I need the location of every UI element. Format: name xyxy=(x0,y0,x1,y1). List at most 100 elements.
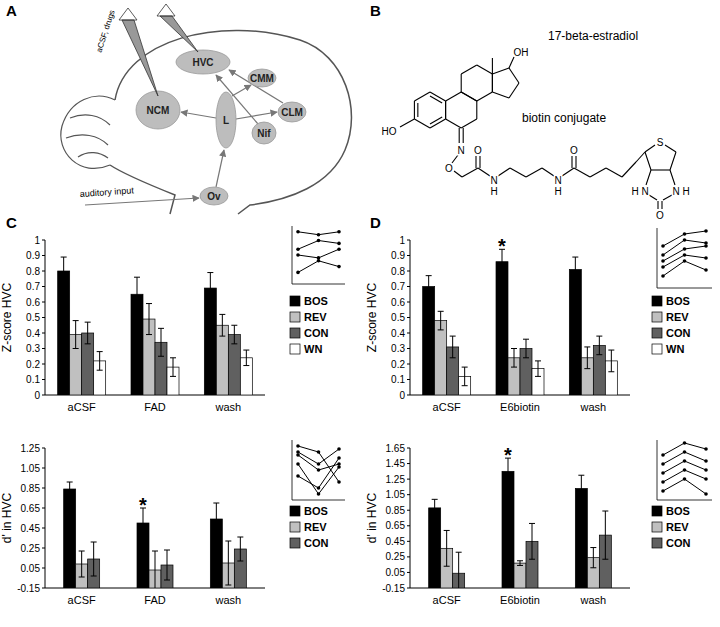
y-tick-label: 0.8 xyxy=(391,266,405,277)
series-point xyxy=(661,480,665,484)
y-tick xyxy=(407,494,410,495)
series-point xyxy=(704,268,708,272)
error-bar xyxy=(73,321,79,349)
inset-line-chart xyxy=(292,226,345,284)
bond xyxy=(645,145,655,152)
error-bar xyxy=(213,503,219,535)
series-line xyxy=(298,458,339,488)
series-line xyxy=(298,449,339,464)
bond xyxy=(430,117,442,124)
x-axis xyxy=(657,500,712,501)
series-point xyxy=(683,477,687,481)
atom-label: N xyxy=(641,186,648,197)
atom-label: H xyxy=(554,186,561,197)
series-point xyxy=(704,492,708,496)
bond xyxy=(606,168,622,177)
y-tick-label: -0.15 xyxy=(17,583,40,594)
atom-label: H xyxy=(682,186,689,197)
plot-area xyxy=(296,444,341,496)
y-tick xyxy=(407,479,410,480)
legend-swatch xyxy=(290,328,300,338)
series-point xyxy=(683,259,687,263)
bond xyxy=(475,156,476,168)
legend-label: BOS xyxy=(666,295,690,307)
y-tick-label: 0.3 xyxy=(26,343,40,354)
legend-swatch xyxy=(652,312,662,322)
atom-label: O xyxy=(474,145,482,156)
legend-label: REV xyxy=(666,311,689,323)
y-tick xyxy=(407,364,410,365)
error-bar xyxy=(584,347,590,369)
error-bar xyxy=(602,511,608,559)
bond xyxy=(445,101,446,119)
series-point xyxy=(704,459,708,463)
y-tick xyxy=(42,548,45,549)
atom-label: O xyxy=(656,210,664,221)
x-tick-label: wash xyxy=(214,401,241,413)
bond xyxy=(492,74,493,92)
bond xyxy=(562,168,574,176)
bond xyxy=(454,171,462,177)
error-bar xyxy=(523,339,529,358)
error-bar xyxy=(590,548,596,568)
series-point xyxy=(296,230,300,234)
error-bar xyxy=(61,257,67,285)
panel-label: D xyxy=(370,214,381,231)
electrode-cap xyxy=(157,4,175,16)
series-line xyxy=(663,261,706,276)
pathway-arrow xyxy=(232,85,251,96)
y-tick xyxy=(407,395,410,396)
bar xyxy=(64,489,76,588)
significance-mark: * xyxy=(498,235,506,257)
series-point xyxy=(704,256,708,260)
series-point xyxy=(296,462,300,466)
brain-region xyxy=(200,187,228,205)
bar-chart: 00.10.20.30.40.50.60.70.80.91Z-score HVC… xyxy=(0,235,329,414)
legend-swatch xyxy=(290,296,300,306)
y-tick xyxy=(407,348,410,349)
legend: BOSREVCONWN xyxy=(652,295,691,355)
panel-label: B xyxy=(370,2,381,19)
error-bar xyxy=(164,550,170,580)
plot-area xyxy=(661,441,708,496)
x-tick-label: wash xyxy=(214,594,241,606)
bond xyxy=(430,119,446,128)
y-tick-label: 0.7 xyxy=(26,281,40,292)
y-tick xyxy=(407,556,410,557)
bond xyxy=(661,201,662,209)
y-tick-label: 1.45 xyxy=(386,458,406,469)
series-point xyxy=(683,247,687,251)
x-tick-label: wash xyxy=(579,401,606,413)
brain-region xyxy=(176,50,230,74)
bar xyxy=(204,288,216,395)
series-point xyxy=(337,456,341,460)
input-label: auditory input xyxy=(79,185,134,199)
region-label: Nif xyxy=(257,128,271,139)
plot-area xyxy=(58,257,253,395)
y-tick-label: 0.9 xyxy=(391,250,405,261)
y-tick xyxy=(42,488,45,489)
y-tick xyxy=(42,240,45,241)
bond xyxy=(657,201,658,209)
legend-label: CON xyxy=(304,537,329,549)
series-point xyxy=(317,239,321,243)
series-point xyxy=(683,459,687,463)
brain-region xyxy=(216,92,236,148)
molecule-label: biotin conjugate xyxy=(522,111,606,125)
y-tick-label: 0.05 xyxy=(386,567,406,578)
y-tick-label: 0.8 xyxy=(26,266,40,277)
error-bar xyxy=(438,311,444,330)
pathway-arrow xyxy=(236,112,277,119)
bond xyxy=(509,83,519,98)
y-tick xyxy=(42,333,45,334)
region-label: Ov xyxy=(207,191,221,202)
bond xyxy=(445,101,446,119)
y-tick-label: 0 xyxy=(399,390,405,401)
y-tick xyxy=(407,572,410,573)
plot-area xyxy=(661,229,708,278)
y-tick-label: 1.05 xyxy=(386,489,406,500)
legend-swatch xyxy=(652,506,662,516)
region-label: L xyxy=(223,115,229,126)
atom-label: S xyxy=(657,137,664,148)
legend-label: BOS xyxy=(304,295,328,307)
